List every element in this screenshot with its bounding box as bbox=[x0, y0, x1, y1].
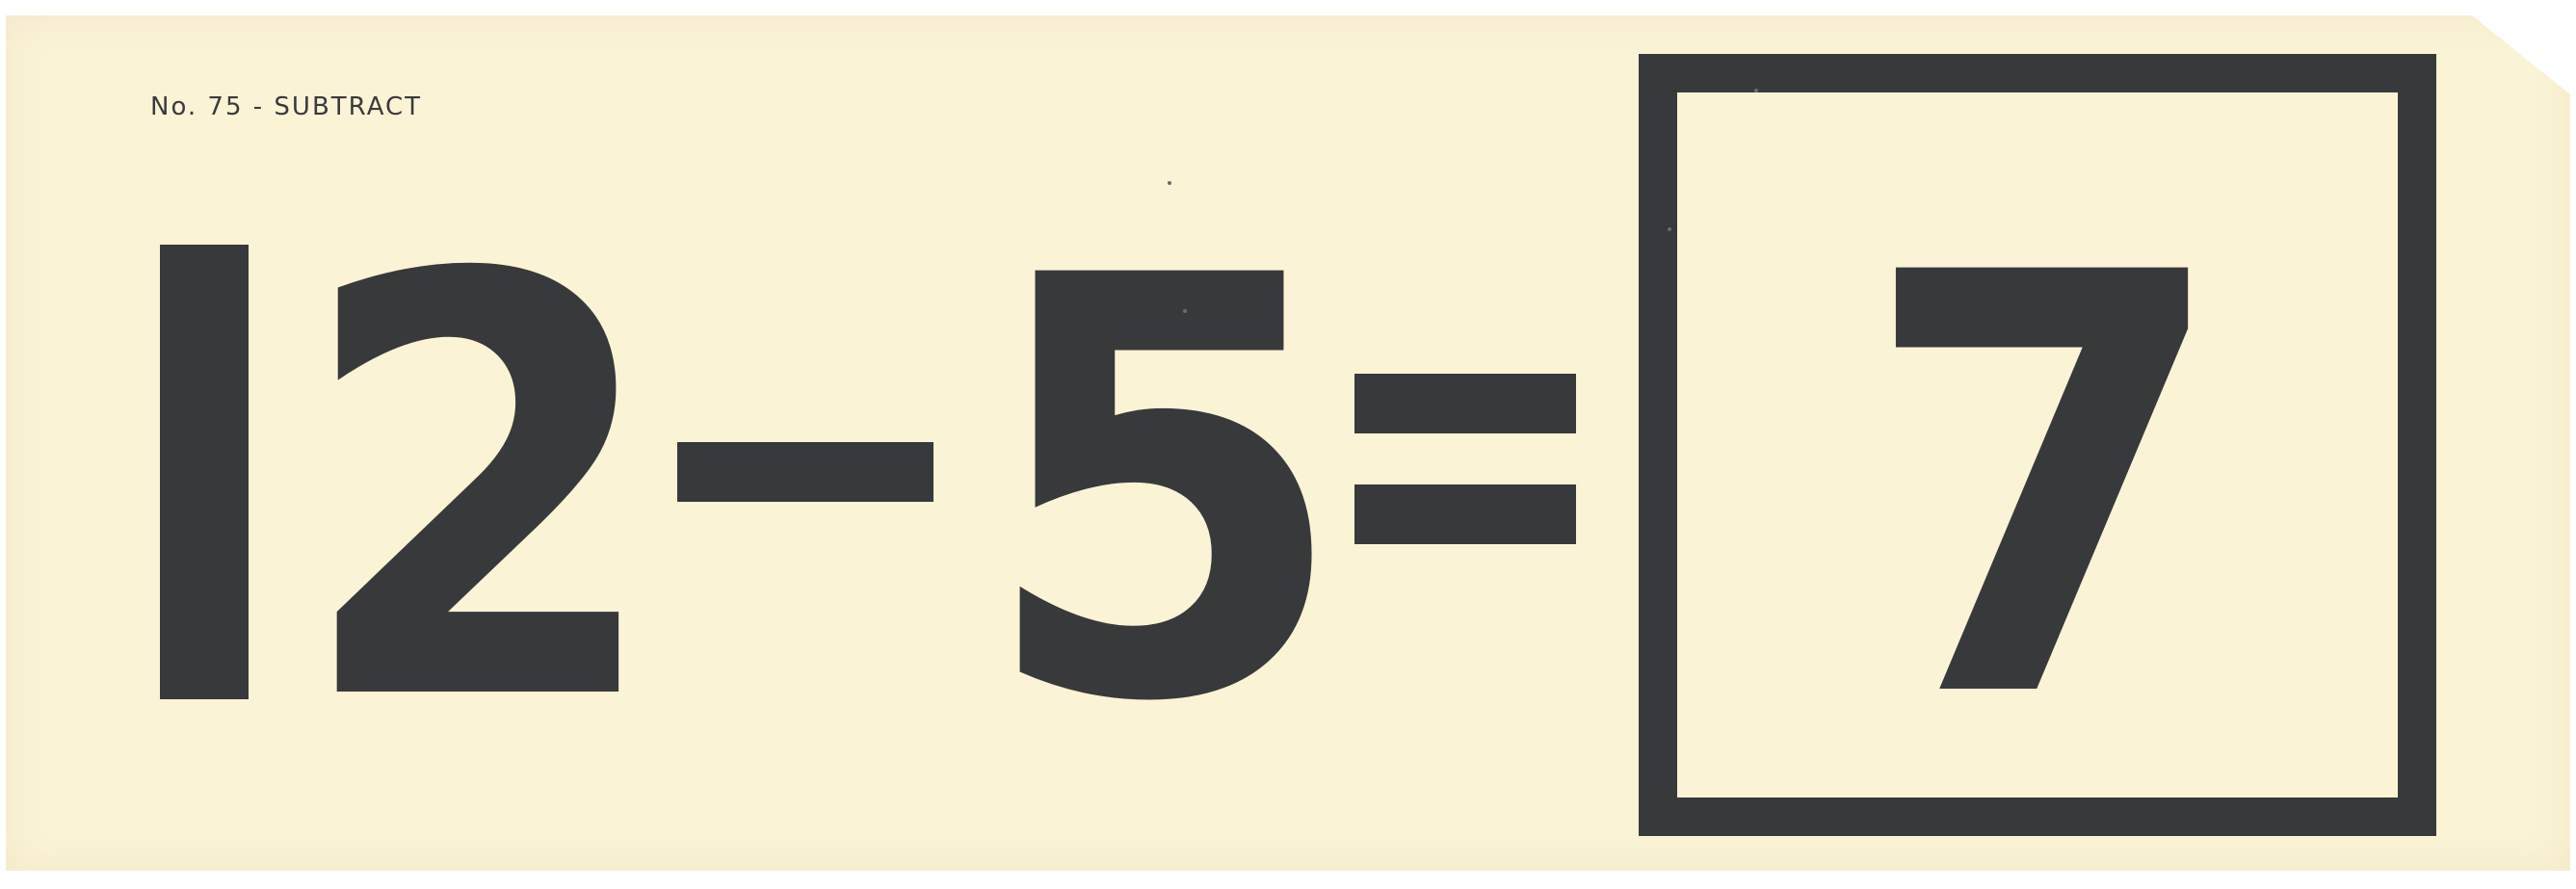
equals-sign-top-bar bbox=[1354, 374, 1576, 433]
paper-speck bbox=[1668, 227, 1671, 231]
card-label: No. 75 - SUBTRACT bbox=[150, 92, 423, 121]
equals-sign-bottom-bar bbox=[1354, 484, 1576, 544]
paper-speck bbox=[1183, 309, 1187, 313]
flash-card: No. 75 - SUBTRACT 1 2 5 7 bbox=[6, 15, 2570, 871]
digit-two: 2 bbox=[295, 155, 666, 828]
digit-one: 1 bbox=[160, 245, 249, 699]
answer-digit: 7 bbox=[1860, 152, 2231, 825]
answer-box bbox=[1639, 54, 2436, 836]
minus-sign bbox=[677, 442, 933, 502]
paper-speck bbox=[1168, 181, 1171, 185]
paper-speck bbox=[1754, 89, 1758, 92]
digit-five: 5 bbox=[979, 155, 1350, 828]
